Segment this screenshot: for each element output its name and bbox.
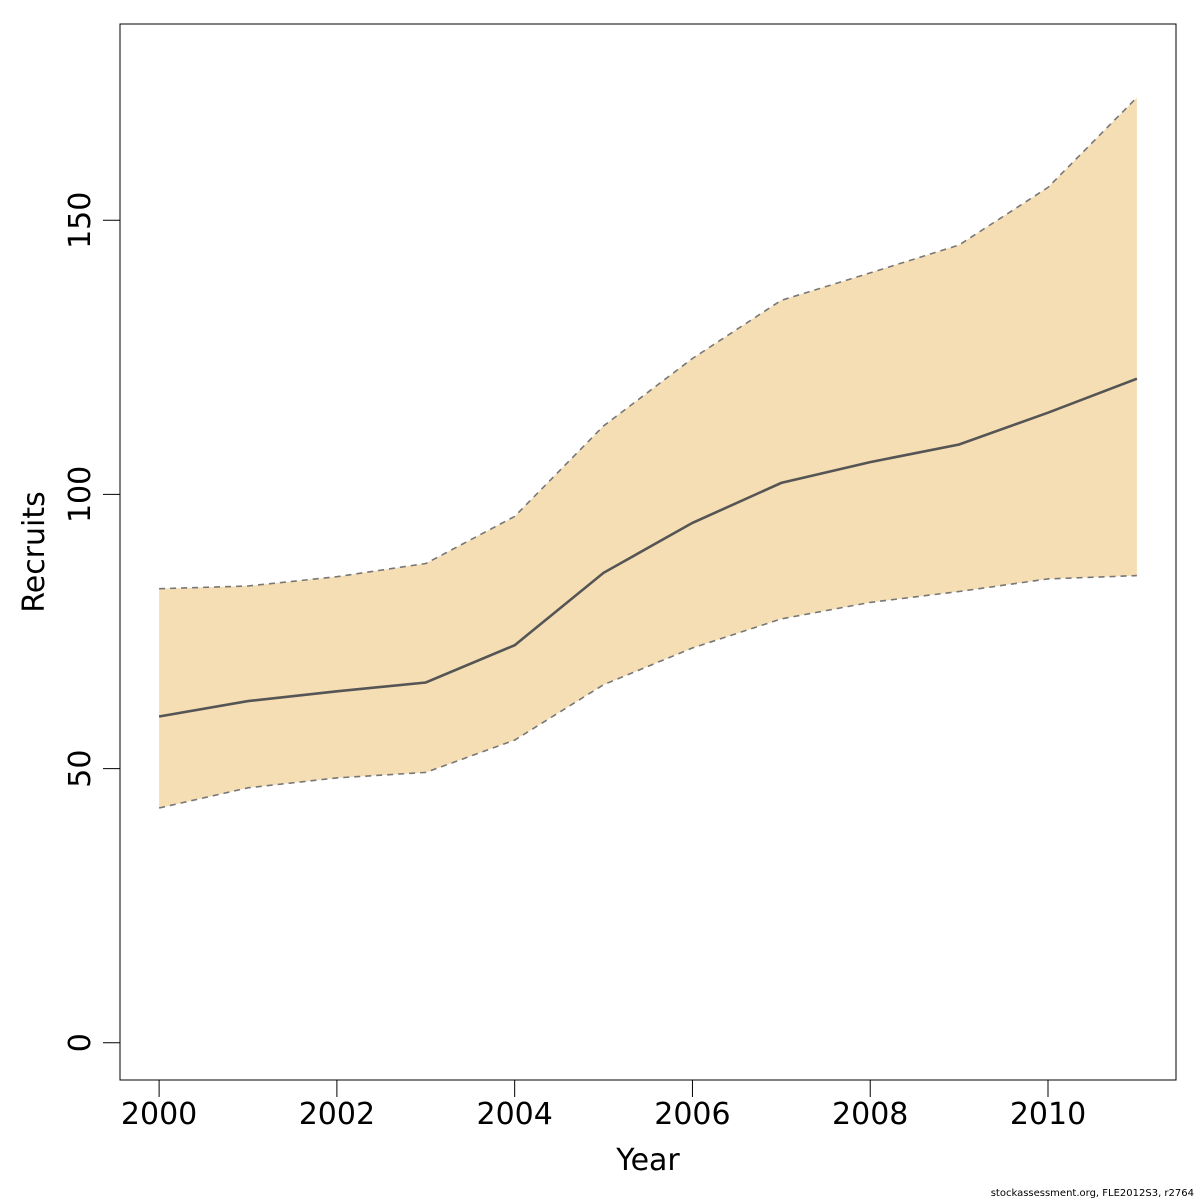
x-tick-label-2004: 2004 <box>476 1097 552 1132</box>
x-tick-label-2006: 2006 <box>654 1097 730 1132</box>
y-tick-label-50: 50 <box>63 750 98 788</box>
x-tick-label-2008: 2008 <box>832 1097 908 1132</box>
y-tick-label-150: 150 <box>63 192 98 249</box>
upper-bound-line <box>159 96 1138 590</box>
y-tick-label-0: 0 <box>63 1033 98 1052</box>
x-tick-label-2002: 2002 <box>299 1097 375 1132</box>
x-axis: 2000 2002 2004 2006 2008 2010 <box>121 1079 1086 1132</box>
y-axis-title: Recruits <box>17 491 52 613</box>
x-tick-label-2000: 2000 <box>121 1097 197 1132</box>
recruits-estimate-line <box>158 377 1138 718</box>
y-axis: 0 50 100 150 <box>63 192 121 1052</box>
confidence-band-layer <box>159 97 1137 808</box>
lower-bound-line <box>158 574 1137 809</box>
x-axis-title: Year <box>615 1143 680 1178</box>
series-lines-layer <box>158 96 1138 809</box>
confidence-band <box>159 97 1137 808</box>
x-tick-label-2010: 2010 <box>1010 1097 1086 1132</box>
y-tick-label-100: 100 <box>63 466 98 523</box>
credit-text: stockassessment.org, FLE2012S3, r2764 <box>991 1188 1194 1199</box>
